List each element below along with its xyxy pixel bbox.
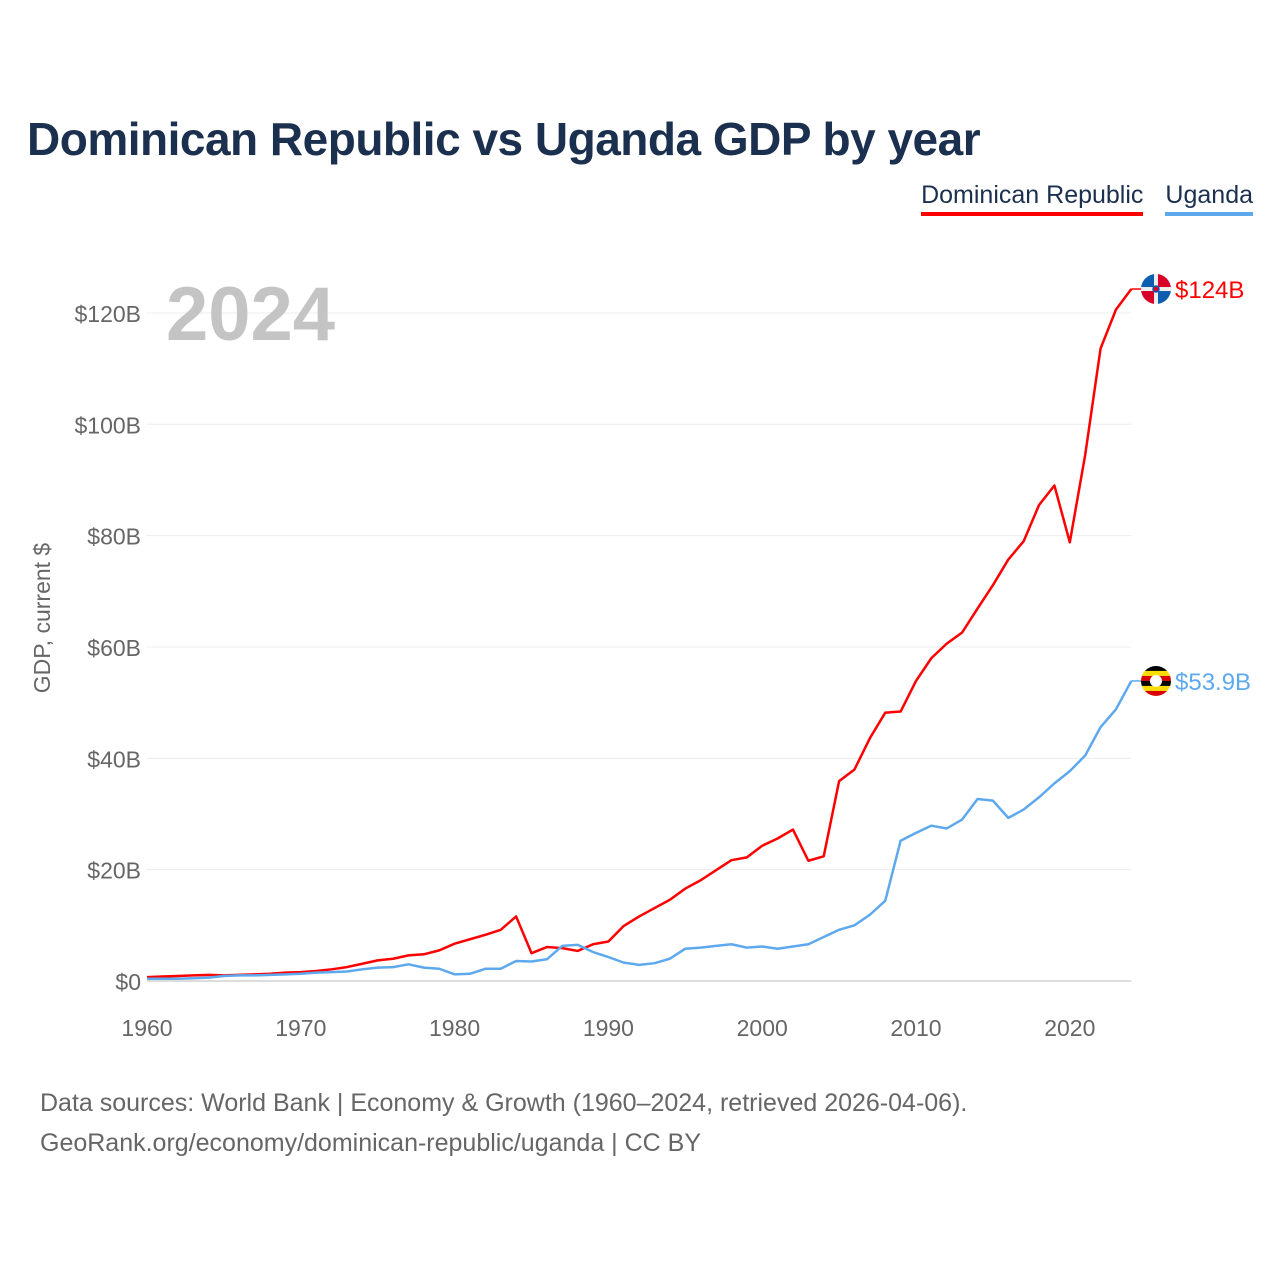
y-tick-label: $100B xyxy=(74,412,141,438)
x-tick-label: 1980 xyxy=(429,1015,480,1041)
x-tick-label: 1990 xyxy=(583,1015,634,1041)
y-tick-label: $80B xyxy=(87,524,141,550)
uganda-flag-icon xyxy=(1141,665,1171,696)
x-tick-label: 1970 xyxy=(275,1015,326,1041)
y-tick-label: $40B xyxy=(87,746,141,772)
footer-link[interactable]: GeoRank.org/economy/dominican-republic/u… xyxy=(40,1129,702,1157)
x-tick-label: 2020 xyxy=(1044,1015,1095,1041)
x-tick-label: 2010 xyxy=(890,1015,941,1041)
legend: Dominican Republic Uganda xyxy=(921,181,1253,216)
legend-item-dominican-republic[interactable]: Dominican Republic xyxy=(921,181,1144,216)
series-line-uganda xyxy=(147,680,1133,981)
dominican-republic-flag-icon xyxy=(1141,274,1171,305)
end-value-label: $124B xyxy=(1175,277,1244,304)
y-axis-label: GDP, current $ xyxy=(29,543,55,694)
x-tick-label: 2000 xyxy=(737,1015,788,1041)
footer: Data sources: World Bank | Economy & Gro… xyxy=(40,1083,967,1163)
end-value-label: $53.9B xyxy=(1175,669,1251,696)
series-line-dominican-republic xyxy=(146,288,1133,979)
footer-sources: Data sources: World Bank | Economy & Gro… xyxy=(40,1089,968,1117)
y-tick-label: $60B xyxy=(87,635,141,661)
chart-title: Dominican Republic vs Uganda GDP by year xyxy=(27,113,981,165)
x-tick-label: 1960 xyxy=(121,1015,172,1041)
y-tick-label: $0 xyxy=(115,969,141,995)
y-tick-label: $20B xyxy=(87,858,141,884)
year-watermark: 2024 xyxy=(166,272,335,357)
y-tick-label: $120B xyxy=(74,301,141,327)
legend-item-uganda[interactable]: Uganda xyxy=(1165,181,1253,216)
